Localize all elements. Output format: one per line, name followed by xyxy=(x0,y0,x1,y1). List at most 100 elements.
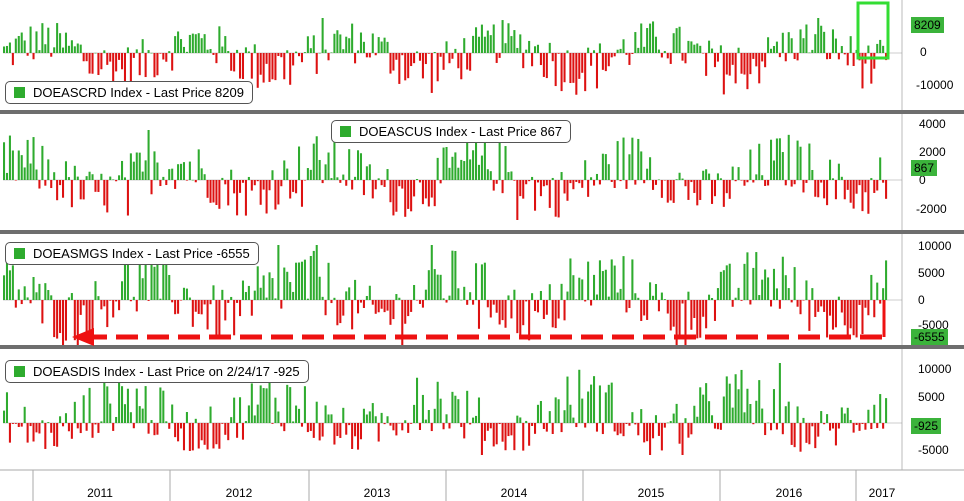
chart-bar xyxy=(324,164,327,180)
chart-bar xyxy=(380,300,383,309)
chart-bar xyxy=(300,423,304,427)
chart-bar xyxy=(604,154,607,180)
chart-bar xyxy=(268,180,271,191)
chart-bar xyxy=(587,180,590,197)
chart-bar xyxy=(696,180,699,206)
chart-bar xyxy=(542,300,545,319)
chart-bar xyxy=(141,39,144,53)
chart-bar xyxy=(731,300,734,307)
chart-bar xyxy=(840,176,843,180)
chart-bar xyxy=(619,48,622,53)
chart-bar xyxy=(177,164,180,180)
chart-bar xyxy=(761,408,764,423)
chart-bar xyxy=(138,53,141,76)
chart-bar xyxy=(259,385,262,423)
chart-bar xyxy=(849,36,852,53)
chart-bar xyxy=(846,180,849,190)
chart-bar xyxy=(787,134,790,180)
chart-bar xyxy=(330,300,333,304)
chart-bar xyxy=(646,300,649,320)
chart-bar xyxy=(345,291,348,300)
chart-bar xyxy=(398,423,401,424)
chart-bar xyxy=(451,156,454,180)
chart-bar xyxy=(560,423,563,433)
chart-bar xyxy=(100,173,103,180)
chart-bar xyxy=(820,411,823,423)
chart-bar xyxy=(277,53,280,57)
chart-bar xyxy=(118,370,121,423)
chart-bar xyxy=(510,36,513,53)
chart-bar xyxy=(829,53,832,59)
chart-bar xyxy=(141,171,144,180)
chart-bar xyxy=(359,32,363,53)
chart-bar xyxy=(663,50,666,53)
chart-bar xyxy=(811,169,814,180)
chart-bar xyxy=(799,300,802,315)
chart-bar xyxy=(817,300,820,312)
chart-bar xyxy=(604,53,607,72)
chart-bar xyxy=(430,245,433,300)
chart-bar xyxy=(103,373,106,423)
chart-bar xyxy=(82,395,85,423)
chart-bar xyxy=(731,166,734,180)
chart-bar xyxy=(610,180,613,182)
chart-bar xyxy=(793,423,796,448)
chart-bar xyxy=(731,407,734,423)
chart-bar xyxy=(466,390,469,423)
xtick-label: 2011 xyxy=(87,486,113,500)
chart-bar xyxy=(775,138,778,180)
legend-text-doeascus: DOEASCUS Index - Last Price 867 xyxy=(359,124,563,139)
chart-bar xyxy=(342,174,345,180)
chart-bar xyxy=(737,47,740,53)
chart-bar xyxy=(643,300,646,316)
chart-bar xyxy=(129,153,132,180)
chart-bar xyxy=(790,180,793,187)
chart-bar xyxy=(333,33,336,53)
chart-bar xyxy=(557,399,560,423)
chart-bar xyxy=(460,53,463,80)
chart-bar xyxy=(141,408,144,423)
chart-bar xyxy=(722,53,725,95)
chart-bar xyxy=(463,423,466,439)
chart-bar xyxy=(236,423,239,438)
chart-bar xyxy=(224,423,227,435)
chart-bar xyxy=(737,287,740,300)
chart-bar xyxy=(244,421,247,423)
chart-bar xyxy=(303,180,306,181)
chart-bar xyxy=(840,300,843,313)
chart-bar xyxy=(59,180,62,186)
chart-bar xyxy=(466,137,469,180)
chart-bar xyxy=(377,178,380,180)
ytick-label: 5000 xyxy=(918,266,945,280)
chart-bar xyxy=(180,163,183,180)
chart-bar xyxy=(784,53,787,62)
chart-bar xyxy=(298,53,301,57)
chart-bar xyxy=(268,53,271,82)
chart-bar xyxy=(224,180,227,185)
chart-bar xyxy=(876,180,879,191)
chart-bar xyxy=(882,288,885,300)
chart-bar xyxy=(507,295,510,300)
chart-bar xyxy=(534,300,537,312)
chart-bar xyxy=(778,53,781,58)
chart-bar xyxy=(451,250,454,300)
chart-bar xyxy=(463,161,466,180)
chart-bar xyxy=(283,267,286,300)
chart-bar xyxy=(91,174,94,180)
chart-bar xyxy=(103,300,106,307)
chart-bar xyxy=(153,151,156,180)
chart-bar xyxy=(280,53,283,58)
chart-bar xyxy=(545,423,548,432)
chart-bar xyxy=(3,46,6,53)
chart-bar xyxy=(85,53,88,62)
chart-bar xyxy=(628,423,631,426)
chart-bar xyxy=(463,38,466,53)
chart-bar xyxy=(162,254,165,300)
chart-bar xyxy=(569,404,572,423)
chart-bar xyxy=(740,180,743,181)
chart-bar xyxy=(395,53,398,60)
chart-bar xyxy=(513,289,516,300)
chart-bar xyxy=(221,423,224,424)
chart-bar xyxy=(713,180,717,197)
arrow-head-icon xyxy=(72,328,94,346)
